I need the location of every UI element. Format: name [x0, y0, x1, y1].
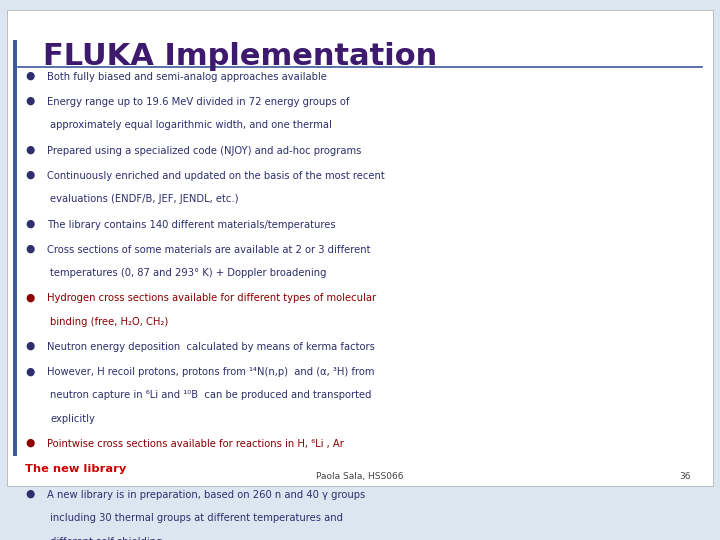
Text: ●: ●	[25, 438, 35, 448]
Text: Pointwise cross sections available for reactions in H, ⁶Li , Ar: Pointwise cross sections available for r…	[47, 439, 343, 449]
Text: evaluations (ENDF/B, JEF, JENDL, etc.): evaluations (ENDF/B, JEF, JENDL, etc.)	[50, 194, 239, 204]
Text: binding (free, H₂O, CH₂): binding (free, H₂O, CH₂)	[50, 316, 168, 327]
Text: Hydrogen cross sections available for different types of molecular: Hydrogen cross sections available for di…	[47, 293, 376, 303]
Text: approximately equal logarithmic width, and one thermal: approximately equal logarithmic width, a…	[50, 120, 332, 130]
Text: Energy range up to 19.6 MeV divided in 72 energy groups of: Energy range up to 19.6 MeV divided in 7…	[47, 97, 349, 107]
Text: ●: ●	[25, 145, 35, 154]
Text: ●: ●	[25, 489, 35, 499]
Text: The library contains 140 different materials/temperatures: The library contains 140 different mater…	[47, 219, 336, 230]
Text: Prepared using a specialized code (NJOY) and ad-hoc programs: Prepared using a specialized code (NJOY)…	[47, 146, 361, 156]
FancyBboxPatch shape	[7, 10, 713, 485]
Text: However, H recoil protons, protons from ¹⁴N(n,p)  and (α, ³H) from: However, H recoil protons, protons from …	[47, 367, 374, 377]
Text: ●: ●	[25, 219, 35, 228]
Text: ●: ●	[25, 71, 35, 81]
Text: neutron capture in ⁶Li and ¹⁰B  can be produced and transported: neutron capture in ⁶Li and ¹⁰B can be pr…	[50, 390, 372, 401]
Text: ●: ●	[25, 341, 35, 351]
Text: Cross sections of some materials are available at 2 or 3 different: Cross sections of some materials are ava…	[47, 245, 370, 255]
Text: A new library is in preparation, based on 260 n and 40 γ groups: A new library is in preparation, based o…	[47, 490, 365, 500]
Text: explicitly: explicitly	[50, 414, 95, 424]
Text: Neutron energy deposition  calculated by means of kerma factors: Neutron energy deposition calculated by …	[47, 342, 374, 352]
Text: ●: ●	[25, 96, 35, 106]
Bar	[13, 39, 17, 456]
Text: 36: 36	[680, 471, 691, 481]
Text: including 30 thermal groups at different temperatures and: including 30 thermal groups at different…	[50, 514, 343, 523]
Text: Both fully biased and semi-analog approaches available: Both fully biased and semi-analog approa…	[47, 72, 327, 82]
Text: different self-shielding: different self-shielding	[50, 537, 163, 540]
Text: Continuously enriched and updated on the basis of the most recent: Continuously enriched and updated on the…	[47, 171, 384, 181]
Text: FLUKA Implementation: FLUKA Implementation	[43, 42, 438, 71]
Text: ●: ●	[25, 170, 35, 180]
Text: temperatures (0, 87 and 293° K) + Doppler broadening: temperatures (0, 87 and 293° K) + Dopple…	[50, 268, 327, 278]
Text: The new library: The new library	[25, 464, 127, 474]
Text: Paola Sala, HSS066: Paola Sala, HSS066	[316, 471, 404, 481]
Text: ●: ●	[25, 366, 35, 376]
Text: ●: ●	[25, 292, 35, 302]
Text: ●: ●	[25, 244, 35, 254]
